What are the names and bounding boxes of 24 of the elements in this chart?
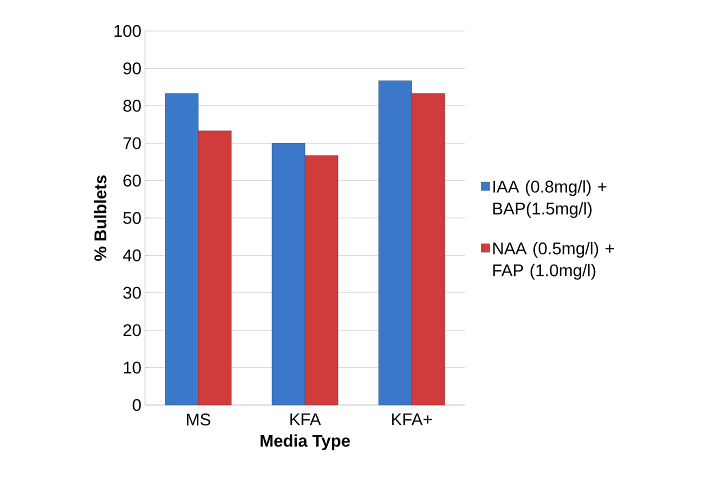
- x-tick-label: KFA: [290, 414, 321, 426]
- y-tick-label: 90: [123, 62, 141, 74]
- x-axis-title: Media Type: [260, 434, 350, 450]
- y-tick-label: 100: [114, 25, 141, 37]
- legend-label: IAA (0.8mg/l) + BAP(1.5mg/l): [493, 180, 606, 218]
- y-tick-label: 10: [124, 362, 141, 374]
- x-tick-label: MS: [187, 414, 210, 426]
- bar: [378, 80, 412, 406]
- y-tick-label: 0: [132, 399, 141, 411]
- y-tick-label: 60: [124, 174, 141, 187]
- bar: [198, 130, 232, 406]
- y-tick-label: 40: [123, 249, 141, 262]
- y-tick-label: 20: [124, 324, 141, 336]
- legend-label: NAA (0.5mg/l) + FAP (1.0mg/l): [493, 242, 614, 280]
- y-axis-title: % Bulblets: [94, 175, 106, 261]
- y-tick-label: 50: [123, 212, 141, 224]
- bar: [272, 142, 306, 406]
- y-tick-label: 30: [123, 286, 141, 299]
- bar: [304, 155, 338, 406]
- y-tick-label: 70: [124, 137, 141, 150]
- bar: [165, 93, 199, 406]
- y-tick-label: 80: [123, 100, 141, 112]
- bar: [411, 93, 445, 406]
- x-tick-label: KFA+: [392, 414, 432, 426]
